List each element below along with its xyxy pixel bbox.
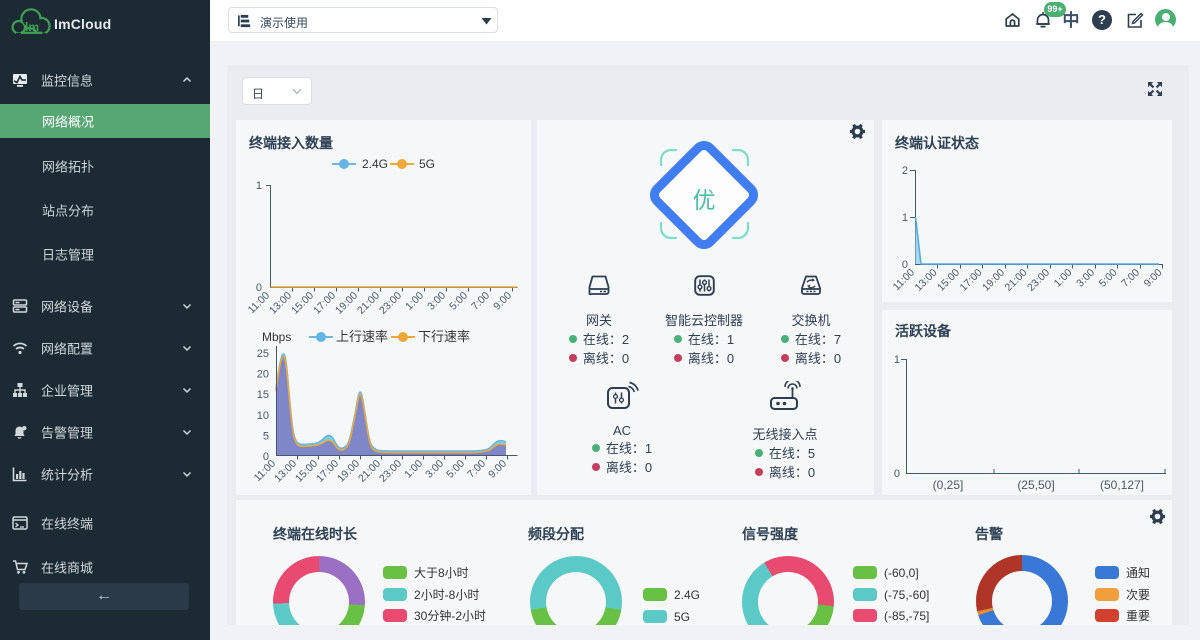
svg-text:5:00: 5:00 (1097, 267, 1120, 290)
svg-text:13:00: 13:00 (913, 267, 940, 294)
svg-text:1: 1 (894, 354, 900, 366)
svg-text:(0,25]: (0,25] (933, 478, 964, 492)
svg-text:5:00: 5:00 (447, 290, 470, 313)
svg-text:23:00: 23:00 (377, 458, 404, 485)
svg-text:21:00: 21:00 (355, 290, 382, 316)
svg-text:21:00: 21:00 (1003, 267, 1030, 294)
svg-text:19:00: 19:00 (333, 290, 360, 316)
svg-text:0: 0 (902, 259, 908, 271)
svg-text:0: 0 (263, 451, 269, 463)
svg-text:15:00: 15:00 (935, 267, 962, 294)
svg-text:1: 1 (902, 212, 908, 224)
svg-text:20: 20 (257, 369, 269, 381)
svg-text:11:00: 11:00 (246, 290, 273, 316)
svg-text:13:00: 13:00 (272, 458, 299, 485)
svg-text:Mbps: Mbps (262, 330, 291, 344)
svg-text:下行速率: 下行速率 (418, 329, 470, 344)
svg-text:7:00: 7:00 (1119, 267, 1142, 290)
svg-text:1:00: 1:00 (402, 458, 425, 481)
svg-text:15: 15 (257, 389, 269, 401)
svg-text:21:00: 21:00 (356, 458, 383, 485)
svg-text:lm: lm (25, 20, 39, 34)
svg-text:3:00: 3:00 (425, 290, 448, 313)
svg-text:23:00: 23:00 (377, 290, 404, 316)
svg-text:17:00: 17:00 (314, 458, 341, 485)
svg-text:1: 1 (256, 180, 262, 192)
svg-text:3:00: 3:00 (1074, 267, 1097, 290)
svg-text:2.4G: 2.4G (362, 157, 388, 171)
svg-text:0: 0 (894, 468, 900, 480)
svg-text:25: 25 (257, 348, 269, 360)
svg-text:10: 10 (257, 410, 269, 422)
svg-text:19:00: 19:00 (335, 458, 362, 485)
svg-text:23:00: 23:00 (1025, 267, 1052, 294)
svg-text:1:00: 1:00 (1052, 267, 1075, 290)
svg-text:3:00: 3:00 (423, 458, 446, 481)
svg-text:9:00: 9:00 (486, 458, 509, 481)
svg-text:(25,50]: (25,50] (1017, 478, 1054, 492)
svg-text:11:00: 11:00 (252, 458, 279, 485)
svg-text:11:00: 11:00 (891, 267, 918, 294)
svg-text:9:00: 9:00 (491, 290, 514, 313)
svg-text:17:00: 17:00 (958, 267, 985, 294)
svg-text:上行速率: 上行速率 (336, 329, 388, 344)
svg-text:5G: 5G (419, 157, 435, 171)
svg-text:1:00: 1:00 (403, 290, 426, 313)
svg-text:9:00: 9:00 (1142, 267, 1165, 290)
svg-text:5: 5 (263, 430, 269, 442)
svg-text:2: 2 (902, 165, 908, 177)
svg-text:0: 0 (256, 282, 262, 294)
svg-text:7:00: 7:00 (469, 290, 492, 313)
svg-text:13:00: 13:00 (267, 290, 294, 316)
svg-text:15:00: 15:00 (293, 458, 320, 485)
svg-text:7:00: 7:00 (465, 458, 488, 481)
svg-text:15:00: 15:00 (289, 290, 316, 316)
svg-text:5:00: 5:00 (444, 458, 467, 481)
svg-text:17:00: 17:00 (311, 290, 338, 316)
svg-text:(50,127]: (50,127] (1100, 478, 1144, 492)
svg-text:19:00: 19:00 (980, 267, 1007, 294)
